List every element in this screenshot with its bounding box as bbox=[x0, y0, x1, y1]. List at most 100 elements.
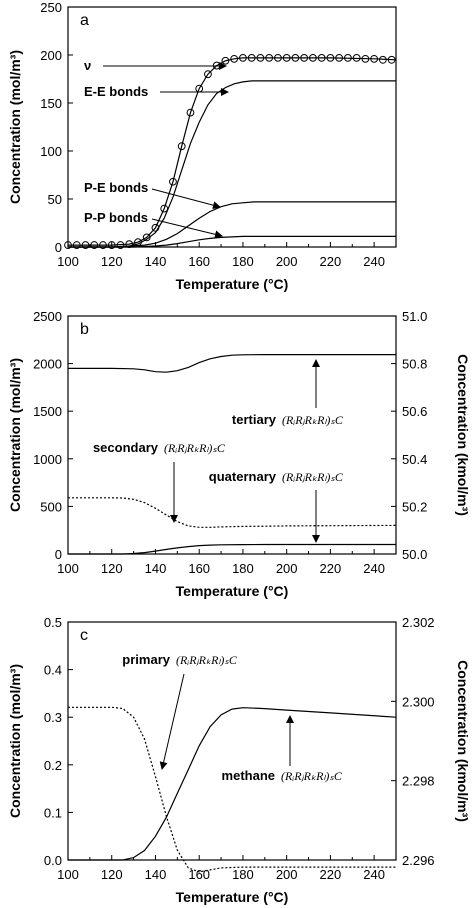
y-tick-label: 250 bbox=[40, 0, 62, 15]
data-point-nu bbox=[177, 142, 186, 151]
y-tick-label: 0.4 bbox=[44, 663, 62, 678]
y-tick-label: 2500 bbox=[33, 309, 62, 324]
formula-methane: (RᵢRⱼRₖRₗ)ₛC bbox=[281, 769, 343, 783]
data-point-nu bbox=[204, 70, 212, 79]
y-tick-label: 0.3 bbox=[44, 710, 62, 725]
series-line-p-e-bonds bbox=[68, 201, 396, 248]
x-tick-label: 240 bbox=[363, 867, 385, 882]
y-right-tick-label: 50.6 bbox=[402, 404, 427, 419]
annotation-primary: primary bbox=[122, 652, 170, 667]
panel-c: 100 120 140 160 180 200 220 240 0.0 0.1 0.2 0.3 0.4… bbox=[7, 615, 471, 905]
annotation-pe-bonds: P-E bonds bbox=[84, 180, 148, 195]
y-right-tick-label: 50.4 bbox=[402, 452, 427, 467]
panel-a: 100 120 140 160 180 200 220 240 0 50 100 150 200 250… bbox=[7, 0, 397, 292]
annotation-tertiary: tertiary bbox=[232, 412, 277, 427]
x-tick-label: 220 bbox=[320, 867, 342, 882]
annotation-nu: ν bbox=[84, 58, 91, 73]
y-tick-label: 0 bbox=[55, 240, 62, 255]
y-tick-label: 0 bbox=[55, 547, 62, 562]
y-axis-label-right: Concentration (kmol/m³) bbox=[455, 354, 471, 516]
panel-letter: c bbox=[80, 627, 88, 644]
x-tick-label: 140 bbox=[145, 254, 167, 269]
annotation-secondary: secondary bbox=[93, 440, 159, 455]
x-tick-label: 180 bbox=[232, 867, 254, 882]
y-right-tick-label: 2.298 bbox=[402, 774, 435, 789]
formula-tertiary: (RᵢRⱼRₖRₗ)ₛC bbox=[282, 413, 344, 427]
annotation-methane: methane bbox=[222, 768, 275, 783]
x-tick-label: 120 bbox=[101, 561, 123, 576]
annotation-ee-bonds: E-E bonds bbox=[84, 84, 148, 99]
y-tick-label: 0.2 bbox=[44, 758, 62, 773]
series-line-p-p-bonds bbox=[68, 235, 396, 248]
annotation-pp-arrow bbox=[151, 218, 223, 239]
y-axis-label: Concentration (mol/m³) bbox=[7, 664, 23, 818]
y-right-tick-label: 50.0 bbox=[402, 547, 427, 562]
plot-frame bbox=[67, 621, 397, 861]
x-tick-label: 220 bbox=[320, 254, 342, 269]
y-right-tick-label: 2.300 bbox=[402, 694, 435, 709]
x-tick-label: 140 bbox=[145, 561, 167, 576]
x-tick-label: 180 bbox=[232, 561, 254, 576]
panel-b: 100 120 140 160 180 200 220 240 0 500 1000 1500 200… bbox=[7, 309, 471, 599]
annotation-primary-arrow bbox=[159, 673, 185, 770]
y-right-tick-label: 2.302 bbox=[402, 615, 435, 630]
data-point-nu bbox=[169, 177, 177, 186]
y-right-tick-label: 50.2 bbox=[402, 499, 427, 514]
x-tick-label: 100 bbox=[57, 254, 79, 269]
y-axis-label-right: Concentration (kmol/m³) bbox=[455, 660, 471, 822]
x-tick-label: 160 bbox=[188, 867, 210, 882]
y-tick-label: 50 bbox=[48, 192, 62, 207]
formula-quaternary: (RᵢRⱼRₖRₗ)ₛC bbox=[282, 470, 344, 484]
y-tick-label: 0.1 bbox=[44, 805, 62, 820]
x-axis-label: Temperature (°C) bbox=[176, 889, 289, 905]
annotation-pe-arrow bbox=[151, 188, 221, 210]
x-tick-label: 240 bbox=[363, 561, 385, 576]
x-tick-label: 160 bbox=[188, 254, 210, 269]
x-tick-label: 200 bbox=[276, 867, 298, 882]
y-tick-label: 150 bbox=[40, 96, 62, 111]
x-tick-label: 200 bbox=[276, 561, 298, 576]
series-line-nu bbox=[68, 57, 397, 246]
y-tick-label: 200 bbox=[40, 48, 62, 63]
x-tick-label: 180 bbox=[232, 254, 254, 269]
y-tick-label: 1500 bbox=[33, 404, 62, 419]
annotation-quaternary: quaternary bbox=[209, 469, 277, 484]
x-tick-label: 240 bbox=[363, 254, 385, 269]
x-tick-label: 120 bbox=[101, 254, 123, 269]
y-right-tick-label: 51.0 bbox=[402, 309, 427, 324]
y-tick-label: 2000 bbox=[33, 357, 62, 372]
x-tick-label: 160 bbox=[188, 561, 210, 576]
x-tick-label: 100 bbox=[57, 867, 79, 882]
y-tick-label: 500 bbox=[40, 499, 62, 514]
x-tick-label: 140 bbox=[145, 867, 167, 882]
annotation-pp-bonds: P-P bonds bbox=[84, 210, 148, 225]
series-line-quaternary bbox=[68, 543, 396, 555]
panel-letter: b bbox=[80, 321, 89, 338]
y-right-tick-label: 2.296 bbox=[402, 853, 435, 868]
x-axis-label: Temperature (°C) bbox=[176, 583, 289, 599]
series-line-methane bbox=[68, 707, 397, 861]
series-line-secondary bbox=[68, 497, 397, 528]
x-axis-label: Temperature (°C) bbox=[176, 276, 289, 292]
x-tick-label: 120 bbox=[101, 867, 123, 882]
x-tick-label: 100 bbox=[57, 561, 79, 576]
formula-primary: (RᵢRⱼRₖRₗ)ₛC bbox=[176, 653, 238, 667]
series-line-tertiary bbox=[68, 354, 396, 373]
y-tick-label: 100 bbox=[40, 144, 62, 159]
plot-frame bbox=[67, 315, 397, 555]
y-axis-label: Concentration (mol/m³) bbox=[7, 358, 23, 512]
y-tick-label: 0.0 bbox=[44, 853, 62, 868]
x-tick-label: 200 bbox=[276, 254, 298, 269]
x-tick-label: 220 bbox=[320, 561, 342, 576]
y-tick-label: 1000 bbox=[33, 452, 62, 467]
series-line-e-e-bonds bbox=[68, 80, 396, 248]
y-tick-label: 0.5 bbox=[44, 615, 62, 630]
plot-frame bbox=[67, 6, 397, 248]
formula-secondary: (RᵢRⱼRₖRₗ)ₛC bbox=[164, 441, 226, 455]
series-line-primary bbox=[68, 706, 396, 873]
y-right-tick-label: 50.8 bbox=[402, 357, 427, 372]
panel-letter: a bbox=[80, 12, 89, 29]
y-axis-label: Concentration (mol/m³) bbox=[7, 50, 23, 204]
data-point-nu bbox=[186, 108, 195, 117]
